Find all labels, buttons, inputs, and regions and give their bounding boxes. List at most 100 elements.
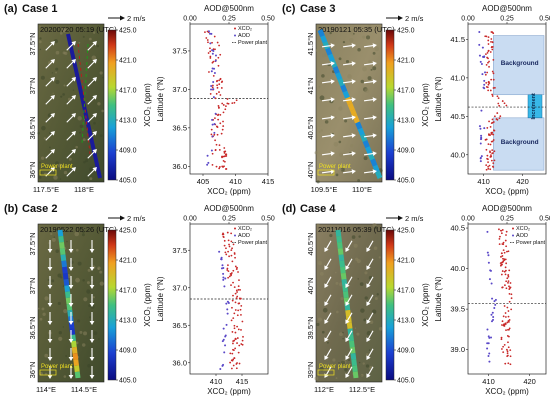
map-texture	[372, 66, 377, 71]
xco2-point	[234, 301, 237, 304]
satellite-track	[355, 121, 363, 130]
xco2-point	[237, 328, 240, 331]
satellite-track	[339, 260, 345, 268]
xco2-point	[224, 155, 226, 158]
xco2-point	[232, 243, 235, 246]
xco2-point	[492, 152, 494, 154]
plume-line	[81, 43, 89, 145]
wind-arrow-icon	[89, 276, 95, 289]
wind-arrow-icon	[68, 276, 74, 289]
aod-point	[211, 135, 214, 138]
map-texture	[354, 327, 357, 329]
colorbar-tick: 405.0	[119, 178, 137, 185]
map-texture	[43, 137, 46, 140]
y-tick: 39.0	[450, 345, 465, 354]
satellite-track	[74, 371, 81, 379]
xco2-point	[235, 289, 238, 292]
map-texture	[61, 27, 66, 32]
satellite-track	[74, 365, 80, 373]
aod-point	[478, 54, 481, 57]
xco2-point	[217, 64, 220, 67]
map-texture	[82, 279, 85, 282]
xco2-point	[216, 126, 219, 128]
xco2-point	[490, 154, 492, 157]
xco2-point	[493, 86, 496, 89]
xco2-point	[235, 297, 238, 300]
aod-point	[226, 308, 229, 311]
y-tick: 36.0	[172, 358, 187, 367]
map-texture	[99, 270, 103, 274]
xco2-point	[227, 250, 230, 253]
annotation-label: Background	[501, 60, 539, 67]
map-texture	[49, 131, 52, 135]
map-texture	[326, 359, 328, 361]
xco2-point	[215, 143, 218, 146]
map-texture	[368, 60, 372, 64]
map-texture	[75, 145, 78, 149]
legend-entry: AOD	[516, 233, 528, 239]
map-texture	[327, 25, 331, 30]
map-texture	[78, 59, 80, 62]
colorbar-tick: 409.0	[397, 148, 415, 155]
xco2-point	[485, 148, 488, 151]
legend-entry: AOD	[238, 233, 250, 239]
xco2-point	[492, 58, 495, 61]
xco2-point	[240, 343, 243, 345]
xco2-point	[498, 243, 501, 245]
xco2-point	[240, 313, 242, 316]
xco2-point	[503, 270, 506, 273]
xco2-point	[234, 347, 237, 350]
xco2-point	[236, 325, 239, 328]
aod-point	[213, 67, 216, 70]
wind-arrow-icon	[342, 79, 356, 84]
aod-point	[211, 67, 214, 70]
xco2-point	[230, 232, 233, 235]
map-texture	[78, 41, 81, 44]
xco2-point	[508, 300, 511, 303]
xco2-point	[214, 139, 217, 142]
map-texture	[362, 66, 367, 72]
wind-arrow-icon	[366, 348, 374, 361]
map-texture	[333, 141, 339, 147]
wind-arrow-icon	[342, 133, 356, 138]
xco2-point	[492, 87, 495, 89]
xco2-point	[218, 144, 221, 147]
satellite-track	[322, 41, 330, 50]
xco2-point	[487, 61, 489, 64]
map-texture	[63, 375, 67, 378]
satellite-track	[372, 164, 380, 173]
wind-arrow-icon	[363, 151, 377, 156]
wind-arrow-icon	[366, 366, 374, 379]
map-date: 20211016 05:39 (UTC)	[318, 225, 395, 234]
xco2-point	[486, 56, 489, 59]
map-texture	[349, 37, 354, 43]
xco2-point	[508, 328, 510, 331]
map-texture	[86, 281, 90, 285]
xco2-point	[218, 91, 220, 93]
xco2-point	[219, 94, 222, 96]
map-texture	[39, 317, 43, 321]
satellite-track	[342, 285, 348, 292]
xco2-point	[510, 293, 513, 296]
xco2-point	[230, 274, 232, 277]
map-texture	[53, 39, 59, 44]
xco2-point	[502, 241, 505, 244]
xco2-point	[506, 321, 509, 324]
wind-scale-label: 2 m/s	[405, 14, 424, 23]
map-texture	[77, 116, 82, 121]
xco2-point	[504, 273, 507, 276]
map-texture	[82, 230, 85, 234]
xco2-point	[228, 255, 231, 258]
xco2-point	[218, 44, 220, 47]
xco2-point	[222, 235, 225, 238]
aod-point	[481, 46, 484, 49]
xco2-point	[501, 348, 503, 350]
wind-arrow-icon	[66, 59, 76, 69]
xco2-point	[491, 41, 494, 43]
xco2-point	[236, 337, 239, 339]
satellite-track	[336, 235, 342, 243]
xco2-point	[213, 133, 216, 136]
satellite-track	[63, 279, 70, 286]
